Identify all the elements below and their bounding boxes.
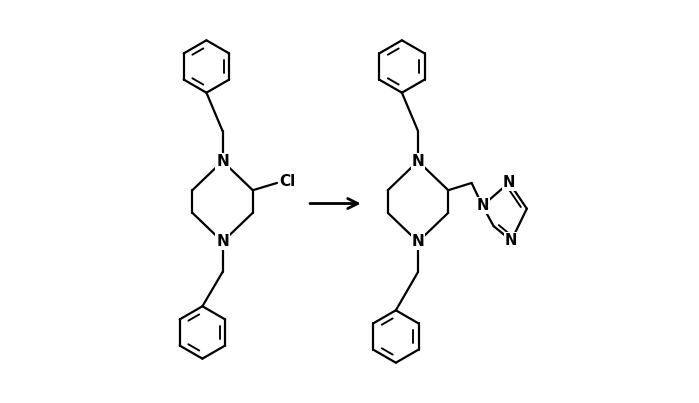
Text: N: N: [505, 233, 517, 248]
Text: N: N: [216, 154, 229, 169]
Text: N: N: [476, 198, 489, 213]
Text: N: N: [412, 154, 424, 169]
Text: N: N: [412, 234, 424, 249]
Text: N: N: [503, 175, 515, 190]
Text: Cl: Cl: [279, 174, 295, 189]
Text: N: N: [216, 234, 229, 249]
